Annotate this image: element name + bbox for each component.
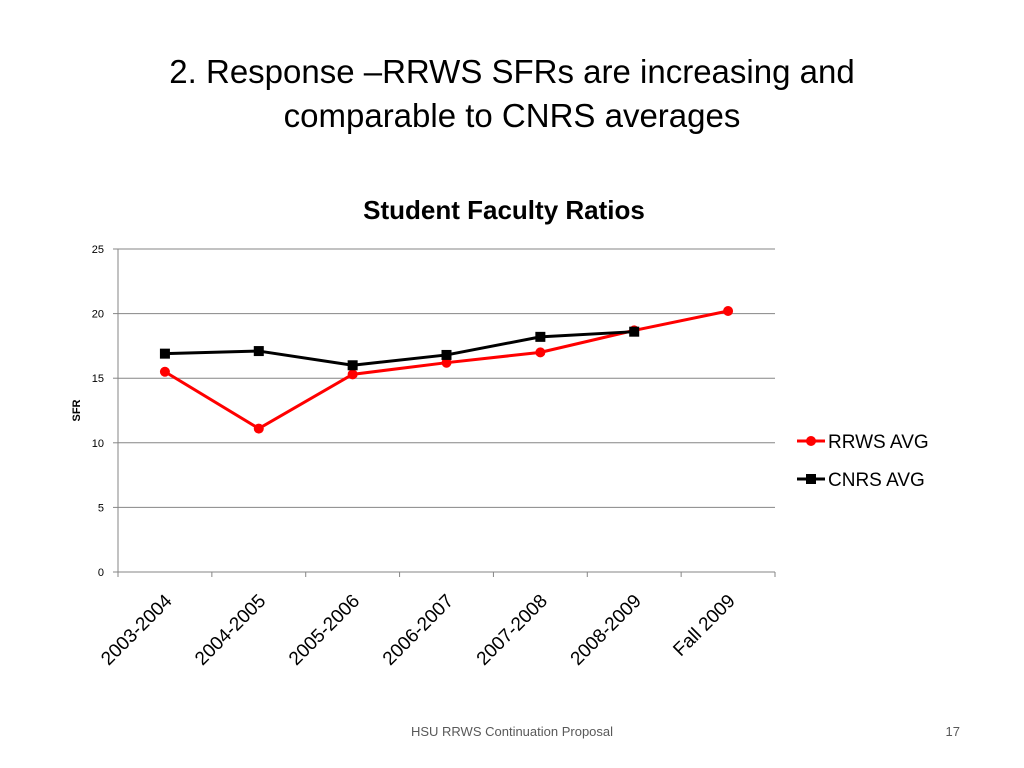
legend-marker (806, 474, 816, 484)
series-line-cnrs-avg (164, 330, 635, 367)
legend-label: CNRS AVG (828, 470, 925, 491)
x-tick-label: 2008-2009 (567, 591, 646, 670)
y-tick-label: 25 (92, 244, 104, 256)
data-point (253, 423, 264, 434)
data-point (441, 357, 452, 368)
y-tick-label: 20 (92, 309, 104, 321)
x-tick-label: 2004-2005 (191, 591, 270, 670)
slide-title: 2. Response –RRWS SFRs are increasing an… (0, 50, 1024, 138)
x-tick-label: 2007-2008 (473, 591, 552, 670)
chart-title: Student Faculty Ratios (363, 195, 645, 225)
data-point (159, 348, 170, 359)
x-tick-label: 2006-2007 (379, 591, 458, 670)
data-point (535, 331, 546, 342)
slide-title-line-2: comparable to CNRS averages (283, 97, 741, 134)
slide-title-line-1: 2. Response –RRWS SFRs are increasing an… (169, 53, 855, 90)
y-tick-label: 10 (92, 438, 104, 450)
x-tick-label: 2005-2006 (285, 591, 364, 670)
data-point (347, 369, 358, 380)
x-tick-label: Fall 2009 (669, 591, 739, 661)
data-point (629, 326, 640, 337)
legend-marker (806, 436, 816, 446)
y-tick-label: 5 (98, 502, 104, 514)
data-point (441, 349, 452, 360)
x-tick-label: 2003-2004 (97, 590, 176, 669)
data-point (723, 306, 734, 317)
page-number: 17 (945, 724, 960, 739)
data-point (535, 347, 546, 358)
series-line-rrws-avg (164, 309, 729, 431)
data-point (253, 346, 264, 357)
y-axis-label: SFR (71, 399, 83, 421)
y-tick-label: 0 (98, 567, 104, 579)
data-point (347, 360, 358, 371)
legend-label: RRWS AVG (828, 432, 929, 453)
y-tick-label: 15 (92, 373, 104, 385)
slide-footer: HSU RRWS Continuation Proposal (410, 724, 614, 739)
data-point (159, 366, 170, 377)
